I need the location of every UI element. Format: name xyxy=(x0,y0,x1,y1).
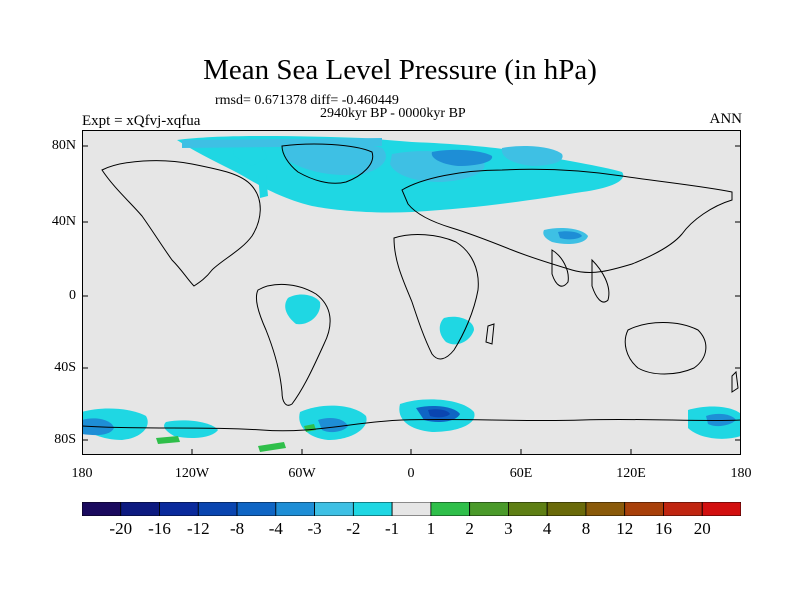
colorbar-box-15 xyxy=(663,502,703,516)
colorbar-box-16 xyxy=(701,502,741,516)
anomaly-antarctic-green xyxy=(156,436,180,444)
colorbar-box-2 xyxy=(159,502,199,516)
colorbar-label: 2 xyxy=(465,519,474,538)
colorbar-label: 1 xyxy=(426,519,436,538)
anomaly-top-strip xyxy=(182,138,382,148)
plot-title: Mean Sea Level Pressure (in hPa) xyxy=(203,54,597,86)
colorbar-label: -16 xyxy=(148,519,171,538)
lon-label-180w: 180 xyxy=(71,466,93,481)
pressure-map xyxy=(82,130,741,455)
anomaly-eurasia-core xyxy=(431,149,493,166)
lon-label-120e: 120E xyxy=(616,466,646,481)
colorbar-label: 8 xyxy=(581,519,591,538)
colorbar-box-3 xyxy=(197,502,238,516)
season-label: ANN xyxy=(709,111,743,127)
colorbar-box-13 xyxy=(585,502,626,516)
anomaly-greenland xyxy=(282,141,386,176)
colorbar-box-10 xyxy=(469,502,509,516)
colorbar-label: -3 xyxy=(307,519,322,538)
lon-ticks xyxy=(82,449,741,455)
lat-label-0: 0 xyxy=(69,288,76,303)
colorbar-box-12 xyxy=(546,502,587,516)
lon-label-60w: 60W xyxy=(288,466,316,481)
anomaly-south-america xyxy=(285,294,321,325)
lon-label-60e: 60E xyxy=(509,466,533,481)
colorbar-box-0 xyxy=(82,502,122,516)
colorbar-label: 4 xyxy=(542,519,552,538)
anomaly-barents xyxy=(501,146,563,166)
colorbar-box-4 xyxy=(236,502,277,516)
colorbar-box-11 xyxy=(508,502,548,516)
colorbar-label: 20 xyxy=(693,519,711,538)
lon-label-0: 0 xyxy=(407,466,415,481)
anomaly-tibet-core xyxy=(558,231,582,240)
colorbar-box-8 xyxy=(391,502,432,516)
colorbar xyxy=(82,502,741,516)
lat-label-80n: 80N xyxy=(51,138,76,153)
lon-label-180e: 180 xyxy=(730,466,752,481)
colorbar-box-9 xyxy=(430,502,471,516)
colorbar-label: 12 xyxy=(616,519,634,538)
colorbar-label: -8 xyxy=(229,519,245,538)
colorbar-label: 3 xyxy=(504,519,513,538)
colorbar-label: -2 xyxy=(346,519,361,538)
anomaly-indian-ocean-inner xyxy=(428,409,450,418)
anomaly-canada-west xyxy=(258,174,268,198)
experiment-label: Expt = xQfvj-xqfua xyxy=(82,113,201,129)
anomaly-north-band-2 xyxy=(232,144,267,166)
period-label: 2940kyr BP - 0000kyr BP xyxy=(320,106,466,121)
coastlines xyxy=(82,143,741,432)
colorbar-label: -4 xyxy=(268,519,283,538)
lat-label-40s: 40S xyxy=(54,360,76,375)
lat-label-80s: 80S xyxy=(54,432,76,447)
lat-label-40n: 40N xyxy=(51,214,76,229)
colorbar-box-5 xyxy=(275,502,315,516)
colorbar-box-1 xyxy=(120,502,160,516)
lat-ticks xyxy=(82,145,741,441)
colorbar-label: -12 xyxy=(186,519,210,538)
anomaly-antarctic-green-2 xyxy=(258,442,286,452)
anomaly-weddell-core xyxy=(318,418,348,433)
colorbar-box-7 xyxy=(352,502,393,516)
colorbar-box-6 xyxy=(314,502,354,516)
colorbar-label: -20 xyxy=(109,519,133,538)
colorbar-box-14 xyxy=(624,502,664,516)
colorbar-label: 16 xyxy=(654,519,672,538)
rmsd-stats: rmsd= 0.671378 diff= -0.460449 xyxy=(215,93,399,108)
anomaly-ross-sea xyxy=(164,420,218,438)
anomaly-south-africa xyxy=(439,316,474,345)
lon-label-120w: 120W xyxy=(174,466,210,481)
colorbar-label: -1 xyxy=(385,519,400,538)
